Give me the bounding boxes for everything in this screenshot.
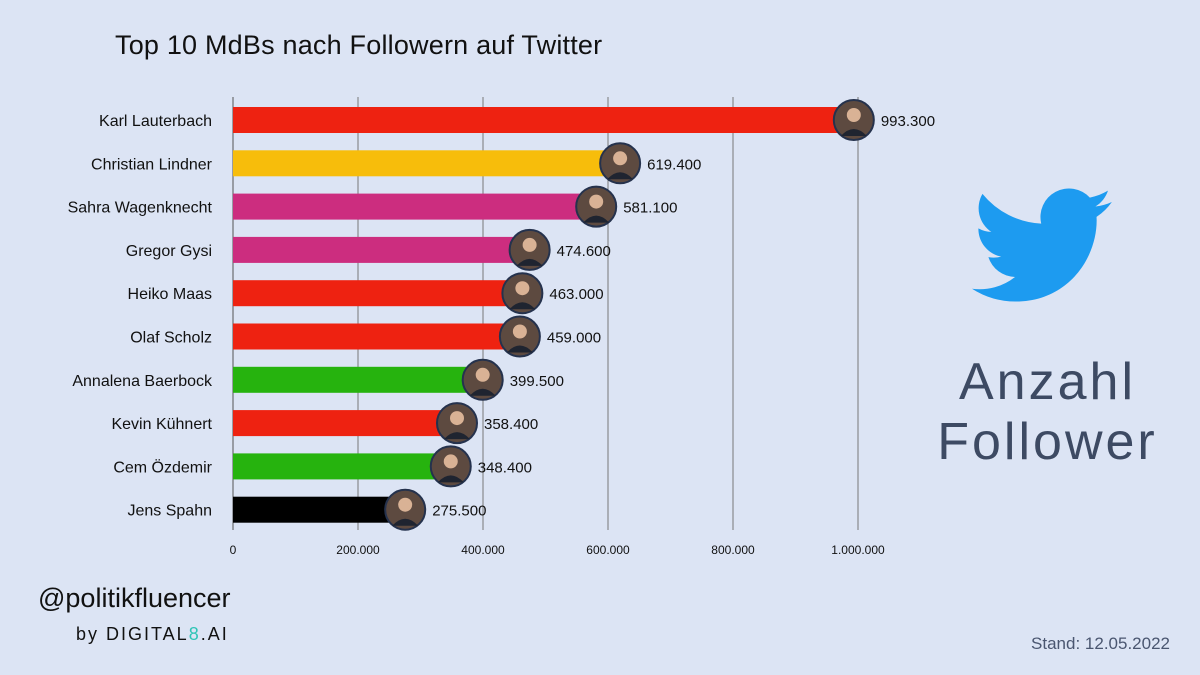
- avatar-body: [437, 475, 464, 483]
- value-label: 619.400: [647, 156, 701, 173]
- category-label: Annalena Baerbock: [72, 373, 213, 390]
- value-label: 993.300: [881, 113, 935, 130]
- avatar-face: [443, 454, 458, 469]
- value-label: 348.400: [478, 459, 532, 476]
- value-label: 459.000: [547, 330, 601, 347]
- value-label: 399.500: [510, 373, 564, 390]
- bar: [233, 193, 597, 220]
- avatar-face: [846, 108, 861, 122]
- avatar-body: [469, 388, 496, 396]
- avatar-face: [589, 194, 604, 209]
- avatar-body: [516, 258, 543, 266]
- avatars: [384, 99, 875, 531]
- avatar-face: [450, 411, 464, 426]
- x-tick-label: 0: [230, 543, 237, 557]
- category-label: Christian Lindner: [91, 156, 213, 173]
- bar: [233, 150, 621, 177]
- chart-title: Top 10 MdBs nach Followern auf Twitter: [115, 30, 603, 60]
- avatar: [832, 99, 875, 141]
- avatar-face: [475, 367, 490, 382]
- bar: [233, 453, 451, 480]
- bar: [233, 496, 406, 523]
- avatar: [384, 488, 427, 531]
- category-label: Heiko Maas: [128, 286, 212, 303]
- category-label: Jens Spahn: [127, 503, 212, 520]
- category-label: Gregor Gysi: [126, 243, 212, 260]
- x-tick-label: 400.000: [461, 543, 505, 557]
- brand-suffix: .AI: [200, 624, 229, 644]
- avatar-face: [522, 237, 537, 252]
- value-label: 275.500: [432, 503, 486, 520]
- twitter-bird-icon: [972, 188, 1112, 302]
- x-tick-label: 600.000: [586, 543, 630, 557]
- avatar-face: [515, 281, 530, 296]
- brand-byline: by DIGITAL8.AI: [76, 624, 229, 645]
- avatar-body: [444, 432, 470, 440]
- follower-count-heading: Anzahl Follower: [920, 352, 1175, 472]
- avatar: [501, 272, 544, 315]
- bar: [233, 280, 523, 307]
- avatar: [436, 402, 478, 445]
- value-label: 581.100: [623, 200, 677, 217]
- account-handle: @politikfluencer: [38, 583, 231, 613]
- x-tick-label: 200.000: [336, 543, 380, 557]
- avatar-body: [506, 345, 533, 353]
- bar: [233, 107, 854, 133]
- avatar-face: [398, 497, 413, 512]
- avatar-body: [583, 215, 610, 223]
- bar: [233, 236, 530, 263]
- bar: [233, 410, 457, 437]
- avatar: [461, 358, 504, 401]
- avatar-body: [607, 172, 634, 180]
- value-label: 463.000: [549, 286, 603, 303]
- brand-prefix: by DIGITAL: [76, 624, 189, 644]
- labels: 0 200.000 400.000 600.000 800.000 1.000.000 Ka…: [68, 113, 935, 557]
- avatar: [599, 142, 642, 185]
- x-tick-label: 1.000.000: [831, 543, 885, 557]
- category-label: Cem Özdemir: [113, 458, 212, 476]
- value-label: 358.400: [484, 416, 538, 433]
- avatar-body: [392, 518, 419, 526]
- x-tick-label: 800.000: [711, 543, 755, 557]
- bar: [233, 323, 520, 350]
- avatar-body: [509, 302, 536, 310]
- date-stamp: Stand: 12.05.2022: [1031, 634, 1170, 653]
- value-label: 474.600: [557, 243, 611, 260]
- avatar: [508, 228, 551, 271]
- bar: [233, 366, 483, 393]
- bars: [233, 107, 854, 523]
- heading-line-2: Follower: [937, 413, 1158, 471]
- avatar: [575, 185, 618, 228]
- category-label: Olaf Scholz: [130, 330, 212, 347]
- avatar: [498, 315, 541, 358]
- category-label: Kevin Kühnert: [111, 416, 212, 433]
- brand-accent: 8: [188, 624, 201, 644]
- avatar-face: [512, 324, 527, 339]
- heading-line-1: Anzahl: [959, 353, 1136, 411]
- avatar-face: [613, 151, 628, 166]
- avatar-body: [840, 129, 867, 136]
- category-label: Karl Lauterbach: [99, 113, 212, 130]
- avatar: [429, 445, 472, 488]
- category-label: Sahra Wagenknecht: [68, 200, 213, 217]
